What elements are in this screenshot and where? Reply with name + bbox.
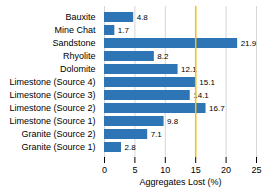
svg-text:8.2: 8.2: [157, 52, 169, 61]
svg-text:Rhyolite: Rhyolite: [63, 51, 96, 61]
svg-text:21.9: 21.9: [241, 39, 257, 48]
svg-text:15: 15: [191, 165, 201, 175]
svg-text:Limestone (Source 2): Limestone (Source 2): [9, 103, 95, 113]
svg-text:Aggregates Lost (%): Aggregates Lost (%): [139, 177, 221, 187]
svg-text:Bauxite: Bauxite: [65, 12, 95, 22]
svg-text:20: 20: [221, 165, 231, 175]
svg-text:Dolomite: Dolomite: [60, 64, 96, 74]
svg-text:4.8: 4.8: [137, 13, 149, 22]
svg-text:15.1: 15.1: [199, 78, 215, 87]
svg-text:Sandstone: Sandstone: [52, 38, 95, 48]
svg-text:14.1: 14.1: [193, 91, 209, 101]
svg-text:Limestone (Source 1): Limestone (Source 1): [9, 116, 95, 126]
svg-text:Granite (Source 1): Granite (Source 1): [21, 142, 95, 152]
svg-text:5: 5: [132, 165, 137, 175]
svg-text:12.1: 12.1: [181, 65, 197, 74]
svg-text:Limestone (Source 3): Limestone (Source 3): [9, 90, 95, 100]
svg-text:16.7: 16.7: [209, 104, 225, 113]
svg-text:7.1: 7.1: [151, 130, 163, 139]
svg-text:9.8: 9.8: [167, 117, 179, 126]
svg-text:0: 0: [102, 165, 107, 175]
svg-text:1.7: 1.7: [118, 26, 130, 35]
svg-text:10: 10: [160, 165, 170, 175]
svg-text:2.8: 2.8: [125, 143, 137, 152]
svg-text:Mine Chat: Mine Chat: [54, 25, 96, 35]
svg-text:Granite (Source 2): Granite (Source 2): [21, 129, 95, 139]
svg-text:Limestone (Source 4): Limestone (Source 4): [9, 77, 95, 87]
svg-text:25: 25: [251, 165, 261, 175]
